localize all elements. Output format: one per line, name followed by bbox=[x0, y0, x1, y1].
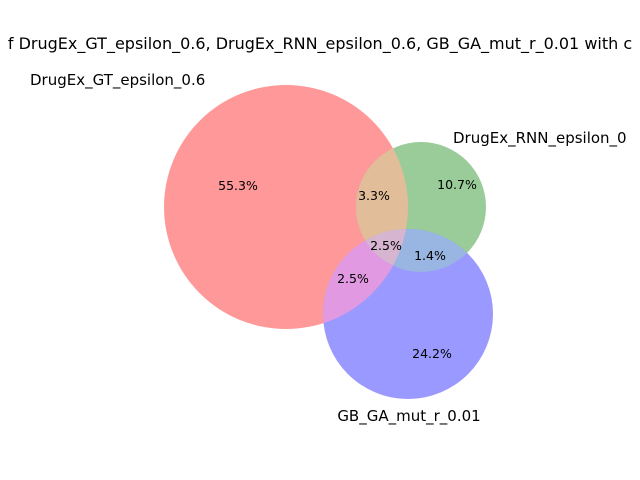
region-label-ga-only: 24.2% bbox=[412, 346, 452, 361]
chart-title: f DrugEx_GT_epsilon_0.6, DrugEx_RNN_epsi… bbox=[8, 34, 632, 54]
region-label-rnn-ga: 1.4% bbox=[414, 248, 446, 263]
region-label-gt-only: 55.3% bbox=[218, 178, 258, 193]
region-label-gt-rnn: 3.3% bbox=[358, 188, 390, 203]
set-label-drugex-gt: DrugEx_GT_epsilon_0.6 bbox=[30, 71, 205, 90]
region-label-rnn-only: 10.7% bbox=[437, 177, 477, 192]
set-label-drugex-rnn: DrugEx_RNN_epsilon_0 bbox=[453, 129, 627, 148]
region-label-all: 2.5% bbox=[370, 238, 402, 253]
venn-region-gt-ga bbox=[323, 229, 408, 329]
region-label-gt-ga: 2.5% bbox=[337, 271, 369, 286]
set-label-gb-ga: GB_GA_mut_r_0.01 bbox=[337, 407, 480, 426]
